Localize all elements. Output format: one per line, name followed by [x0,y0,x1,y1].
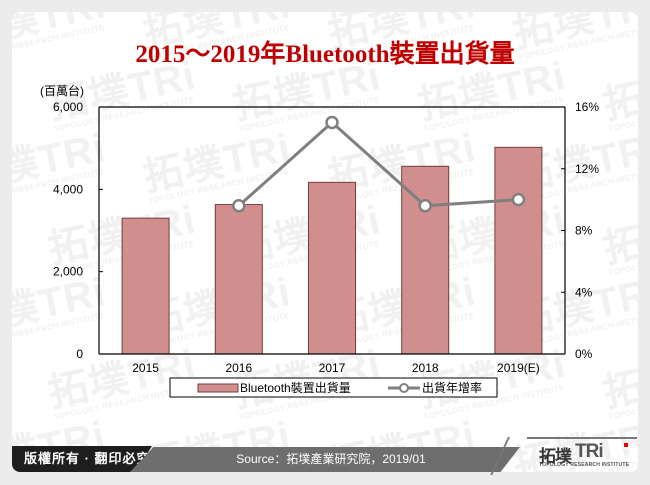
logo-divider [527,437,637,439]
bar-2019(E) [494,146,543,355]
left-tick-label: 6,000 [53,100,83,114]
source-text: Source：拓墣產業研究院，2019/01 [236,452,426,466]
left-axis-unit: (百萬台) [40,83,84,98]
source-banner: Source：拓墣產業研究院，2019/01 [130,447,520,472]
x-tick-label: 2016 [225,361,252,375]
copyright-banner: 版權所有 · 翻印必究 [12,446,152,472]
growth-marker [511,192,526,207]
logo-zh: 拓墣 [539,447,572,466]
logo-en: TRi [575,441,604,462]
logo-red-dot-icon [624,443,628,447]
legend-line-marker-icon [399,383,409,393]
tri-logo: 拓墣 TRi TOPOLOGY RESEARCH INSTITUTE [539,441,631,472]
right-tick-label: 0% [575,347,593,361]
bar-2015 [121,217,170,355]
growth-marker [325,115,339,130]
legend-bar-label: Bluetooth裝置出貨量 [240,380,351,395]
chart-svg: 0 2,000 4,000 6,000 (百萬台) 0% 4% 8% 12% 16% 2015 201… [40,83,599,398]
left-tick-label: 2,000 [53,265,83,279]
x-tick-label: 2015 [132,361,159,375]
x-tick-label: 2018 [412,361,439,375]
growth-line [237,120,519,208]
growth-marker [232,199,246,213]
logo-subtitle: TOPOLOGY RESEARCH INSTITUTE [539,462,630,468]
chart-title: 2015～2019年Bluetooth裝置出貨量 [135,41,515,68]
legend-box [169,377,498,398]
growth-marker [418,199,432,213]
left-tick-label: 4,000 [53,182,83,196]
bar-2016 [214,204,263,355]
legend-line-label: 出貨年增率 [422,380,482,395]
right-tick-label: 4% [575,285,593,299]
right-tick-label: 12% [575,162,599,176]
x-tick-label: 2017 [319,361,346,375]
legend-bar-swatch [197,383,239,393]
bar-2017 [308,181,356,355]
right-tick-label: 16% [575,100,599,114]
bar-2018 [401,165,450,355]
right-tick-label: 8% [575,224,593,238]
left-tick-label: 0 [76,347,83,361]
x-tick-label: 2019(E) [497,361,540,375]
